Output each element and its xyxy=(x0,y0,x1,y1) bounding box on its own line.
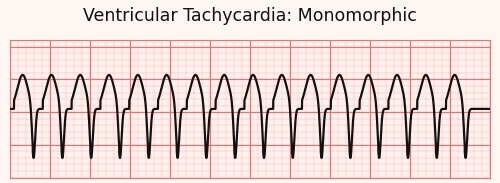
Text: Ventricular Tachycardia: Monomorphic: Ventricular Tachycardia: Monomorphic xyxy=(83,7,417,25)
